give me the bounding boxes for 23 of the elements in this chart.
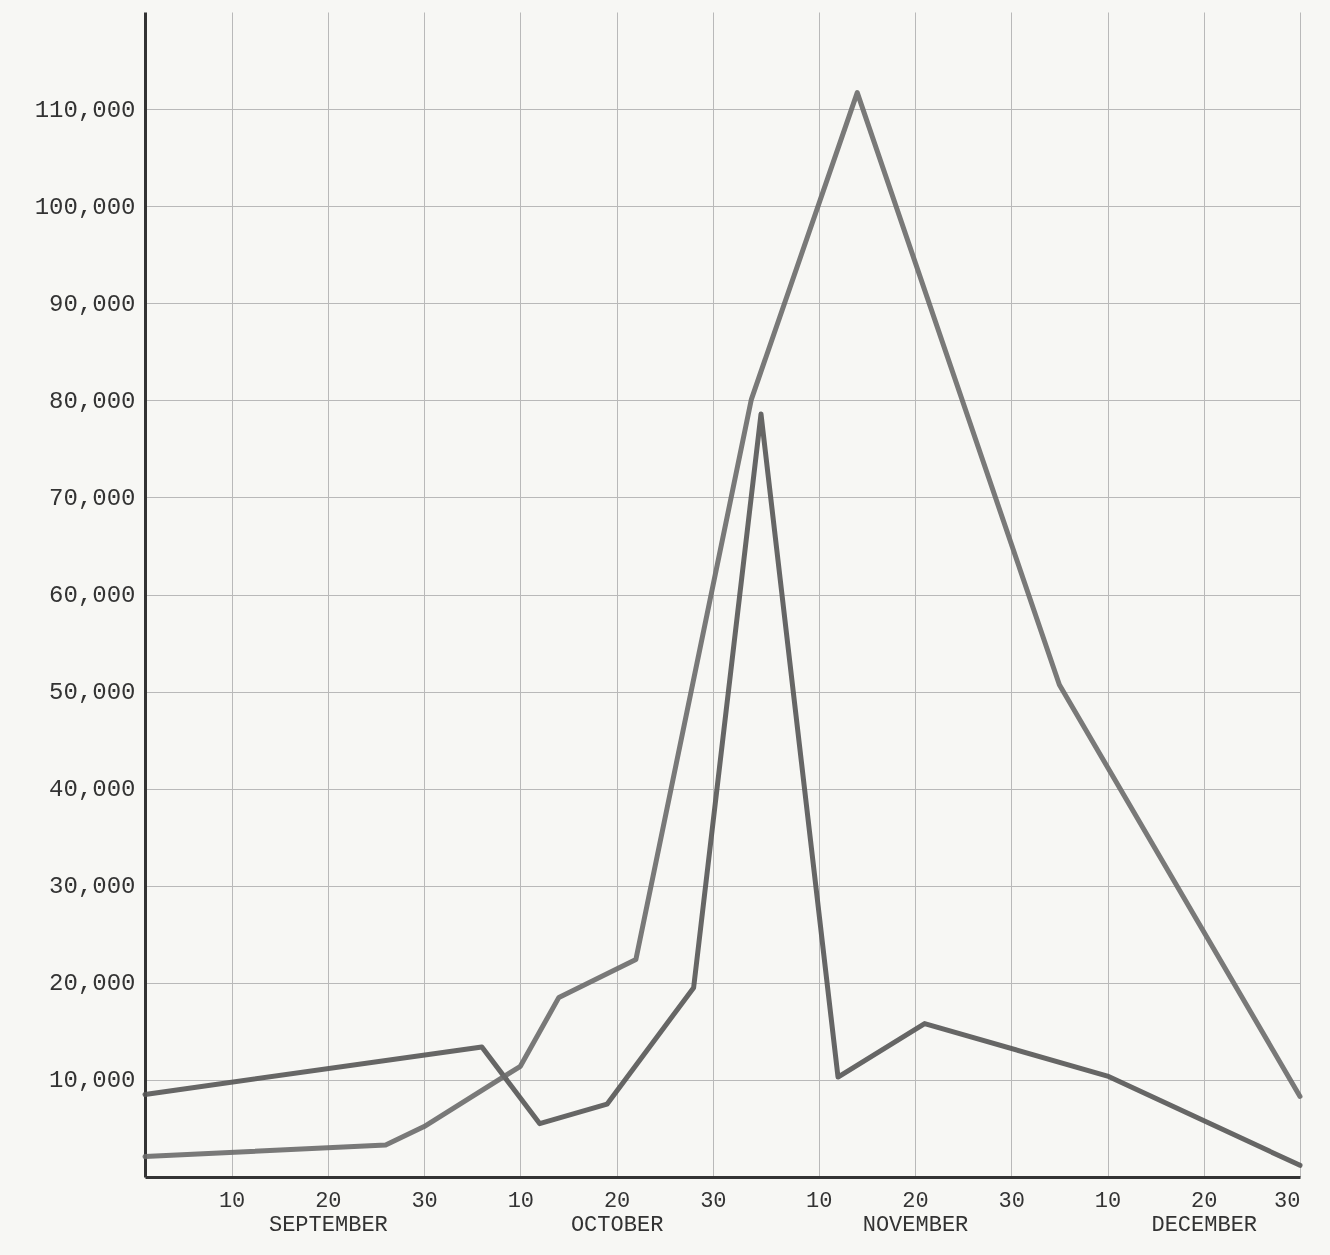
y-tick-label: 90,000 [49, 290, 136, 318]
x-tick-label: 30 [998, 1188, 1025, 1214]
x-tick-label: 20 OCTOBER [570, 1188, 664, 1238]
x-tick-label: 20 NOVEMBER [862, 1188, 969, 1238]
x-tick-label: 10 [218, 1188, 246, 1214]
x-tick-label: 20 SEPTEMBER [268, 1188, 388, 1238]
x-tick-label: 30 [1274, 1188, 1301, 1214]
y-tick-label: 70,000 [49, 484, 136, 512]
x-tick-label: 20 DECEMBER [1151, 1188, 1258, 1238]
y-tick-label: 30,000 [49, 873, 136, 901]
y-tick-label: 60,000 [49, 582, 136, 609]
y-tick-label: 10,000 [49, 1067, 136, 1095]
y-tick-label: 110,000 [34, 96, 136, 124]
x-tick-label: 10 [806, 1188, 833, 1214]
y-tick-label: 100,000 [34, 193, 136, 221]
x-tick-label: 30 [411, 1188, 438, 1214]
y-tick-label: 80,000 [49, 387, 136, 415]
x-tick-label: 10 [1094, 1188, 1122, 1214]
x-tick-label: 10 [507, 1188, 535, 1214]
y-tick-label: 40,000 [49, 776, 136, 804]
y-tick-label: 20,000 [49, 970, 136, 998]
y-tick-label: 50,000 [49, 679, 136, 707]
x-tick-label: 30 [700, 1188, 727, 1214]
